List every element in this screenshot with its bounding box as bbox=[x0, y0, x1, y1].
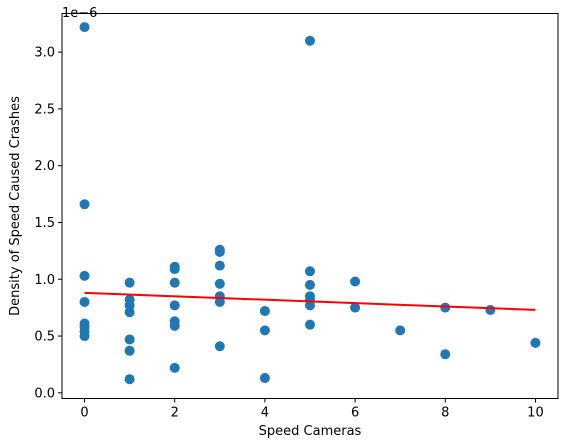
y-tick-label: 2.0 bbox=[34, 159, 55, 174]
data-point bbox=[485, 304, 496, 315]
plot-frame bbox=[61, 13, 559, 399]
data-point bbox=[79, 270, 90, 281]
data-point bbox=[440, 349, 451, 360]
data-point bbox=[79, 296, 90, 307]
y-axis-label: Density of Speed Caused Crashes bbox=[8, 96, 23, 316]
data-point bbox=[395, 325, 406, 336]
data-point bbox=[350, 276, 361, 287]
data-point bbox=[214, 278, 225, 289]
data-point bbox=[124, 334, 135, 345]
data-point bbox=[305, 266, 315, 277]
data-point bbox=[350, 302, 361, 313]
data-points bbox=[79, 22, 541, 385]
data-point bbox=[305, 300, 315, 311]
trend-line bbox=[84, 291, 536, 311]
y-offset-label: 1e−6 bbox=[62, 6, 97, 21]
data-point bbox=[440, 302, 451, 313]
y-tick-label: 0.0 bbox=[34, 386, 55, 401]
x-axis-ticks: 0 2 4 6 8 10 bbox=[80, 398, 544, 421]
trend-line-layer bbox=[84, 291, 536, 311]
data-point bbox=[124, 345, 135, 356]
data-point bbox=[79, 331, 90, 342]
x-tick-label: 8 bbox=[441, 406, 449, 421]
data-point bbox=[124, 374, 135, 385]
x-axis-label: Speed Cameras bbox=[259, 424, 362, 439]
data-point bbox=[124, 277, 135, 288]
x-tick-label: 10 bbox=[527, 406, 544, 421]
data-point bbox=[530, 337, 541, 348]
x-tick-label: 2 bbox=[171, 406, 179, 421]
x-tick-label: 4 bbox=[261, 406, 269, 421]
y-tick-label: 3.0 bbox=[34, 46, 55, 61]
data-point bbox=[259, 306, 270, 317]
y-tick-label: 0.5 bbox=[34, 330, 55, 345]
data-point bbox=[259, 325, 270, 336]
data-point bbox=[169, 264, 180, 275]
y-tick-label: 2.5 bbox=[34, 102, 55, 117]
data-point bbox=[305, 319, 315, 330]
data-point bbox=[169, 320, 180, 331]
data-point bbox=[214, 341, 225, 352]
data-point bbox=[79, 22, 90, 33]
data-point bbox=[259, 373, 270, 384]
data-point bbox=[79, 199, 90, 210]
data-point bbox=[169, 362, 180, 373]
y-axis-ticks: 0.0 0.5 1.0 1.5 2.0 2.5 3.0 bbox=[34, 46, 62, 401]
data-point bbox=[169, 277, 180, 288]
x-tick-label: 0 bbox=[80, 406, 88, 421]
data-point bbox=[124, 307, 135, 318]
data-point bbox=[214, 260, 225, 271]
data-point bbox=[214, 246, 225, 257]
x-tick-label: 6 bbox=[351, 406, 359, 421]
data-point bbox=[214, 296, 225, 307]
data-point bbox=[305, 279, 315, 290]
y-tick-label: 1.0 bbox=[34, 273, 55, 288]
data-point bbox=[305, 35, 315, 46]
data-point bbox=[169, 300, 180, 311]
y-tick-label: 1.5 bbox=[34, 216, 55, 231]
